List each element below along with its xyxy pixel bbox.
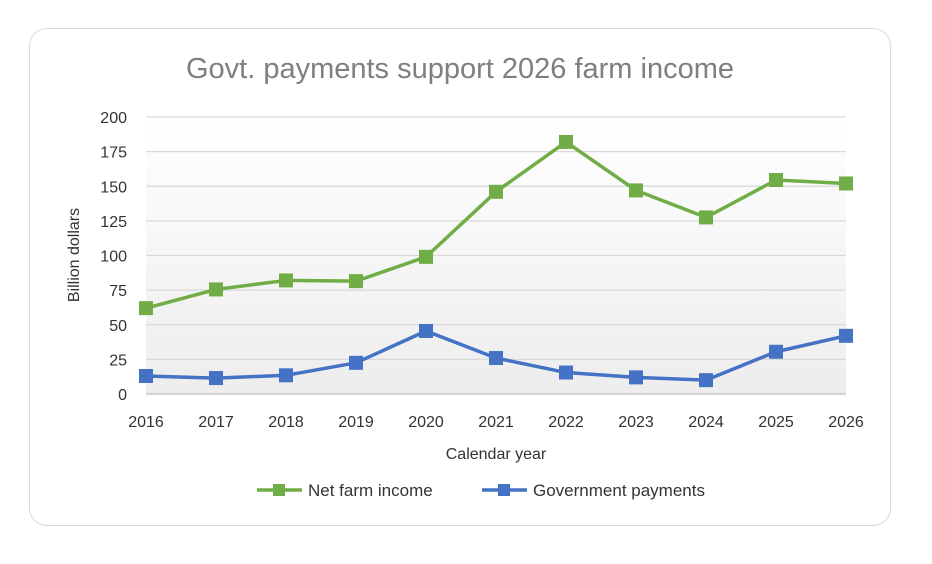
y-axis-label: Billion dollars	[66, 208, 83, 302]
x-tick-label: 2020	[408, 414, 444, 431]
x-tick-label: 2019	[338, 414, 374, 431]
data-point-government-payments[interactable]	[419, 323, 433, 338]
data-point-net-farm-income[interactable]	[699, 210, 713, 225]
legend: Net farm income Government payments	[257, 481, 705, 500]
x-tick-label: 2016	[128, 414, 164, 431]
legend-marker-government-payments	[498, 484, 510, 496]
y-tick-label: 150	[100, 179, 127, 196]
y-tick-label: 200	[100, 110, 127, 127]
y-tick-label: 125	[100, 214, 127, 231]
x-axis-ticks: 2016 2017 2018 2019 2020 2021 2022 2023 2024 2025…	[128, 414, 864, 431]
x-tick-label: 2022	[548, 414, 584, 431]
y-tick-label: 0	[118, 387, 127, 404]
data-point-government-payments[interactable]	[769, 344, 783, 359]
data-point-government-payments[interactable]	[489, 350, 503, 365]
data-point-government-payments[interactable]	[559, 365, 573, 380]
legend-label-net-farm-income: Net farm income	[308, 481, 433, 500]
data-point-government-payments[interactable]	[279, 368, 293, 383]
x-tick-label: 2018	[268, 414, 304, 431]
data-point-net-farm-income[interactable]	[139, 301, 153, 316]
data-point-net-farm-income[interactable]	[559, 134, 573, 149]
legend-marker-net-farm-income	[273, 484, 285, 496]
y-axis-ticks: 0 25 50 75 100 125 150 175 200	[100, 110, 127, 404]
chart-title: Govt. payments support 2026 farm income	[186, 53, 734, 85]
data-point-net-farm-income[interactable]	[489, 184, 503, 199]
legend-item-government-payments[interactable]: Government payments	[482, 481, 705, 500]
data-point-government-payments[interactable]	[349, 355, 363, 370]
legend-label-government-payments: Government payments	[533, 481, 705, 500]
data-point-net-farm-income[interactable]	[279, 273, 293, 288]
series-net-farm-income	[139, 134, 853, 316]
x-axis-label: Calendar year	[446, 446, 547, 463]
data-point-government-payments[interactable]	[139, 368, 153, 383]
data-point-government-payments[interactable]	[699, 373, 713, 388]
x-tick-label: 2026	[828, 414, 864, 431]
x-tick-label: 2025	[758, 414, 794, 431]
data-point-net-farm-income[interactable]	[349, 274, 363, 289]
y-tick-label: 50	[109, 318, 127, 335]
data-point-net-farm-income[interactable]	[419, 249, 433, 264]
x-tick-label: 2021	[478, 414, 514, 431]
data-point-net-farm-income[interactable]	[839, 176, 853, 191]
x-tick-label: 2017	[198, 414, 234, 431]
data-point-net-farm-income[interactable]	[629, 183, 643, 198]
data-point-government-payments[interactable]	[209, 371, 223, 386]
x-tick-label: 2024	[688, 414, 724, 431]
y-tick-label: 175	[100, 145, 127, 162]
data-point-net-farm-income[interactable]	[209, 282, 223, 297]
y-tick-label: 100	[100, 249, 127, 266]
y-tick-label: 75	[109, 283, 127, 300]
data-point-government-payments[interactable]	[839, 328, 853, 343]
data-point-government-payments[interactable]	[629, 370, 643, 385]
series-layer	[139, 134, 853, 388]
x-tick-label: 2023	[618, 414, 654, 431]
series-government-payments	[139, 323, 853, 388]
data-point-net-farm-income[interactable]	[769, 173, 783, 188]
legend-item-net-farm-income[interactable]: Net farm income	[257, 481, 433, 500]
y-tick-label: 25	[109, 352, 127, 369]
